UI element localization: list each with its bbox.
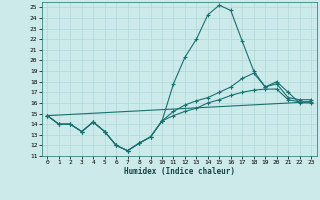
X-axis label: Humidex (Indice chaleur): Humidex (Indice chaleur) <box>124 167 235 176</box>
